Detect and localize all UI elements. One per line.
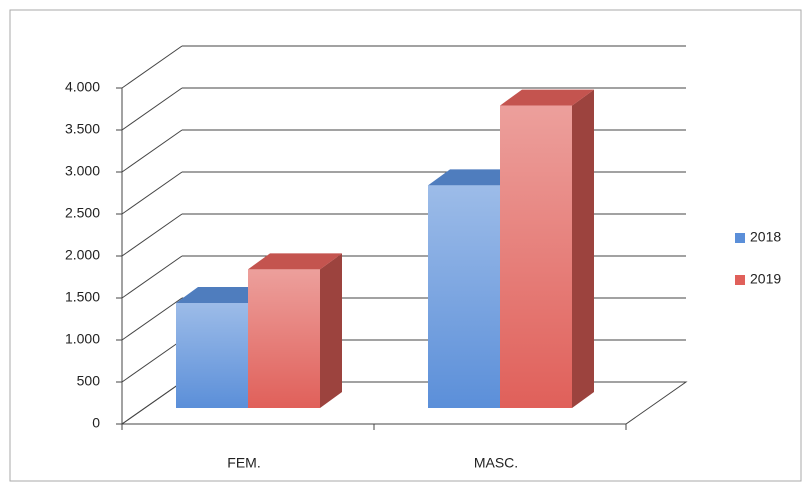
y-tick-label: 1.000 <box>65 331 100 347</box>
grid-line <box>121 297 183 341</box>
bar-side <box>572 89 594 408</box>
bar-top-shade <box>248 253 342 270</box>
bar-top <box>176 287 270 303</box>
y-tick-label: 500 <box>77 373 101 389</box>
bar-top <box>428 169 522 186</box>
grid-line <box>121 129 183 173</box>
grid-line <box>121 339 183 383</box>
x-tick-label: FEM. <box>227 455 260 471</box>
bar-shine <box>428 185 500 408</box>
bar-side <box>320 253 342 408</box>
bar-top-shade <box>500 89 594 106</box>
legend-label: 2019 <box>750 271 781 287</box>
grid-line <box>121 255 183 299</box>
legend-label: 2018 <box>750 229 781 245</box>
y-tick-label: 3.000 <box>65 163 100 179</box>
x-tick-label: MASC. <box>474 455 518 471</box>
y-tick-label: 1.500 <box>65 289 100 305</box>
y-tick-label: 4.000 <box>65 79 100 95</box>
grid-line <box>121 45 183 89</box>
y-tick-label: 2.000 <box>65 247 100 263</box>
bar-shine <box>176 303 248 408</box>
legend-swatch <box>735 233 745 243</box>
grid-line <box>121 213 183 257</box>
bar-side-shade <box>572 89 594 408</box>
bar-shine <box>500 105 572 408</box>
grid-line <box>121 87 183 131</box>
bar-side-shade <box>320 253 342 408</box>
y-tick-label: 2.500 <box>65 205 100 221</box>
legend-swatch <box>735 275 745 285</box>
y-tick-label: 0 <box>92 415 100 431</box>
grid-line <box>121 171 183 215</box>
bar-top <box>248 253 342 270</box>
chart-border <box>9 9 802 482</box>
bar-top-shade <box>176 287 270 303</box>
bar-top-shade <box>428 169 522 186</box>
grid-line <box>121 381 183 425</box>
bar-shine <box>248 269 320 408</box>
bar-top <box>500 89 594 106</box>
y-tick-label: 3.500 <box>65 121 100 137</box>
